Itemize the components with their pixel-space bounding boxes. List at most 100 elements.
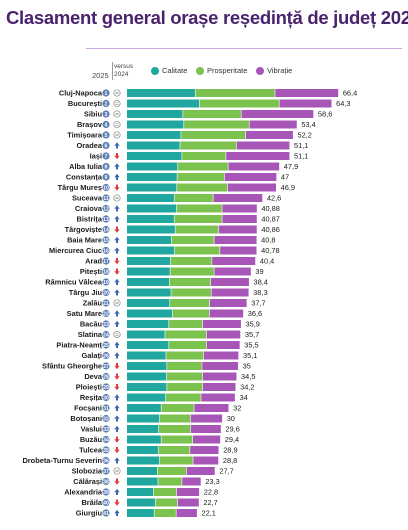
bar-segment-vibratie (202, 372, 237, 381)
bar-segment-prosperitate (175, 225, 219, 234)
rank-badge (102, 509, 110, 517)
bar-segment-calitate (127, 362, 167, 370)
legend-label-calitate: Calitate (162, 66, 188, 75)
rank-badge (102, 467, 110, 475)
bar-segment-vibratie (226, 152, 290, 160)
bar-segment-prosperitate (170, 257, 212, 265)
rank-number: 25 (103, 343, 109, 349)
bar-segment-prosperitate (166, 372, 203, 381)
legend-label-vibratie: Vibrație (267, 66, 293, 75)
bar-segment-calitate (127, 194, 175, 202)
rank-number: 5 (105, 133, 108, 139)
total-value-label: 35,5 (244, 341, 258, 350)
total-value-label: 22,8 (204, 488, 218, 497)
city-label: Târgu Jiu (69, 288, 103, 297)
total-value-label: 40,8 (261, 236, 275, 245)
total-value-label: 47,9 (284, 162, 298, 171)
city-label: Arad (85, 257, 102, 266)
arrow-down-icon (114, 268, 120, 275)
city-label: Timișoara (67, 131, 103, 140)
no-change-icon (113, 131, 121, 139)
rank-badge (102, 435, 110, 444)
bar-segment-vibratie (214, 236, 257, 244)
city-label: Constanța (66, 173, 103, 182)
rank-badge (102, 120, 110, 129)
arrow-down-icon (114, 258, 120, 265)
city-label: Piatra-Neamț (56, 341, 102, 350)
arrow-up-icon (114, 320, 120, 327)
arrow-down-icon (114, 478, 120, 485)
bar-segment-vibratie (177, 498, 199, 507)
rank-badge (102, 267, 110, 276)
bar-segment-vibratie (211, 288, 249, 297)
bar-segment-vibratie (236, 141, 290, 150)
rank-badge (102, 477, 110, 486)
total-value-label: 23,3 (205, 477, 219, 486)
arrow-up-icon (114, 163, 120, 170)
rank-badge (102, 414, 110, 423)
bar-segment-calitate (127, 393, 166, 402)
bar-segment-prosperitate (182, 152, 226, 160)
bar-segment-vibratie (218, 225, 257, 234)
city-label: Oradea (77, 141, 103, 150)
arrow-up-icon (114, 352, 120, 359)
bar-segment-prosperitate (171, 236, 214, 244)
rank-badge (102, 257, 110, 265)
bar-segment-prosperitate (153, 488, 177, 496)
bar-segment-prosperitate (170, 267, 214, 276)
bar-segment-vibratie (212, 257, 256, 265)
total-value-label: 40,78 (261, 246, 280, 255)
rank-badge (102, 488, 110, 496)
bar-segment-prosperitate (184, 120, 249, 129)
rank-badge (102, 152, 110, 160)
bar-segment-vibratie (224, 173, 277, 181)
year-label: 2025 (92, 71, 109, 80)
total-value-label: 37,7 (251, 299, 265, 308)
bar-segment-calitate (127, 341, 169, 349)
city-label: Râmnicu Vâlcea (45, 278, 103, 287)
total-value-label: 35 (243, 362, 251, 371)
city-label: Miercurea Ciuc (49, 246, 102, 255)
legend-item-vibratie: Vibrație (256, 66, 292, 75)
city-label: Vaslui (81, 425, 102, 434)
total-value-label: 46,9 (281, 183, 295, 192)
bar-segment-calitate (127, 330, 165, 339)
total-value-label: 52,2 (298, 131, 312, 140)
bar-segment-vibratie (214, 267, 251, 276)
rank-badge (102, 404, 110, 412)
bar-segment-prosperitate (165, 393, 201, 402)
city-label: Târgu Mureș (58, 183, 102, 192)
rank-badge (102, 162, 110, 171)
rank-number: 39 (103, 490, 109, 496)
rank-badge (102, 446, 110, 454)
total-value-label: 36,6 (248, 309, 262, 318)
bar-segment-vibratie (249, 120, 297, 129)
city-label: Zalău (83, 299, 103, 308)
total-value-label: 47 (281, 173, 289, 182)
total-value-label: 51,1 (294, 152, 308, 161)
bar-segment-prosperitate (174, 215, 222, 223)
bar-segment-calitate (127, 414, 160, 423)
city-label: Slobozia (72, 467, 103, 476)
arrow-up-icon (114, 404, 120, 411)
rank-badge (102, 341, 110, 349)
bar-segment-prosperitate (159, 414, 191, 423)
bar-segment-vibratie (190, 425, 221, 433)
bar-segment-vibratie (176, 488, 200, 496)
city-label: Alexandria (64, 488, 103, 497)
no-change-icon (113, 299, 121, 307)
rank-badge (102, 362, 110, 370)
bar-segment-calitate (127, 372, 167, 381)
total-value-label: 51,1 (294, 141, 308, 150)
total-value-label: 29,6 (225, 425, 239, 434)
rank-badge (102, 309, 110, 318)
bar-segment-calitate (127, 288, 171, 297)
rank-number: 12 (103, 206, 109, 212)
city-label: Buzău (80, 435, 103, 444)
arrow-up-icon (114, 215, 120, 222)
total-value-label: 40,88 (261, 204, 280, 213)
rank-number: 10 (103, 185, 109, 191)
rank-number: 17 (103, 259, 109, 265)
total-value-label: 66,4 (343, 89, 357, 98)
bar-segment-vibratie (275, 89, 339, 97)
